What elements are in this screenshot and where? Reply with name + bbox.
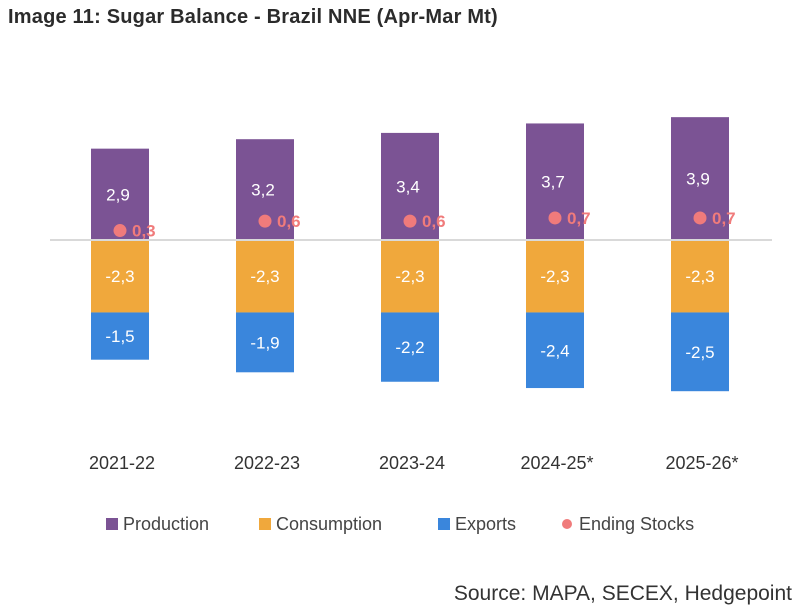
bar-exports-2022-23: [236, 312, 294, 373]
legend-production-label: Production: [123, 514, 209, 534]
bar-exports-2021-22: [91, 312, 149, 360]
category-label-2024-25: 2024-25*: [520, 453, 593, 473]
label-ending-stocks-2022-23: 0,6: [277, 212, 301, 231]
bar-consumption-2025-26: [671, 240, 729, 313]
point-ending-stocks-2024-25: [548, 211, 562, 225]
bar-exports-2025-26: [671, 312, 729, 392]
bar-exports-2023-24: [381, 312, 439, 382]
label-consumption-2022-23: -2,3: [250, 267, 279, 286]
chart-title: Image 11: Sugar Balance - Brazil NNE (Ap…: [8, 6, 498, 28]
label-exports-2025-26: -2,5: [685, 343, 714, 362]
label-ending-stocks-2025-26: 0,7: [712, 209, 736, 228]
point-ending-stocks-2023-24: [403, 214, 417, 228]
ending-stocks-group: 0,3 0,6 0,6 0,7 0,7: [113, 209, 736, 241]
legend-consumption-swatch: [259, 518, 271, 530]
label-ending-stocks-2021-22: 0,3: [132, 222, 156, 241]
label-exports-2021-22: -1,5: [105, 327, 134, 346]
label-production-2023-24: 3,4: [396, 177, 420, 196]
bar-consumption-2024-25: [526, 240, 584, 313]
bar-consumption-2023-24: [381, 240, 439, 313]
legend-exports-label: Exports: [455, 514, 516, 534]
label-production-2022-23: 3,2: [251, 181, 275, 200]
legend-ending-stocks-marker: [562, 519, 572, 529]
label-ending-stocks-2023-24: 0,6: [422, 212, 446, 231]
label-production-2025-26: 3,9: [686, 170, 710, 189]
point-ending-stocks-2022-23: [258, 214, 272, 228]
label-consumption-2024-25: -2,3: [540, 267, 569, 286]
label-production-2024-25: 3,7: [541, 173, 565, 192]
label-exports-2022-23: -1,9: [250, 333, 279, 352]
legend: Production Consumption Exports Ending Stock…: [106, 514, 694, 534]
category-label-2022-23: 2022-23: [234, 453, 300, 473]
legend-exports-swatch: [438, 518, 450, 530]
category-label-2023-24: 2023-24: [379, 453, 445, 473]
bar-consumption-2022-23: [236, 240, 294, 313]
label-consumption-2021-22: -2,3: [105, 267, 134, 286]
label-ending-stocks-2024-25: 0,7: [567, 209, 591, 228]
category-axis-labels: 2021-22 2022-23 2023-24 2024-25* 2025-26*: [89, 453, 739, 473]
point-ending-stocks-2025-26: [693, 211, 707, 225]
label-consumption-2023-24: -2,3: [395, 267, 424, 286]
category-label-2021-22: 2021-22: [89, 453, 155, 473]
label-consumption-2025-26: -2,3: [685, 267, 714, 286]
category-label-2025-26: 2025-26*: [665, 453, 738, 473]
legend-consumption-label: Consumption: [276, 514, 382, 534]
label-production-2021-22: 2,9: [106, 185, 130, 204]
sugar-balance-chart: 2,9 -2,3 -1,5 3,2 -2,3 -1,9 3,4 -2,3 -2,2 3,7 -2,3…: [50, 117, 772, 534]
bar-consumption-2021-22: [91, 240, 149, 313]
label-exports-2023-24: -2,2: [395, 338, 424, 357]
point-ending-stocks-2021-22: [113, 224, 127, 238]
bars-group: 2,9 -2,3 -1,5 3,2 -2,3 -1,9 3,4 -2,3 -2,2 3,7 -2,3…: [91, 117, 729, 392]
legend-production-swatch: [106, 518, 118, 530]
bar-exports-2024-25: [526, 312, 584, 389]
legend-ending-stocks-label: Ending Stocks: [579, 514, 694, 534]
source-note: Source: MAPA, SECEX, Hedgepoint: [453, 582, 792, 605]
label-exports-2024-25: -2,4: [540, 341, 569, 360]
